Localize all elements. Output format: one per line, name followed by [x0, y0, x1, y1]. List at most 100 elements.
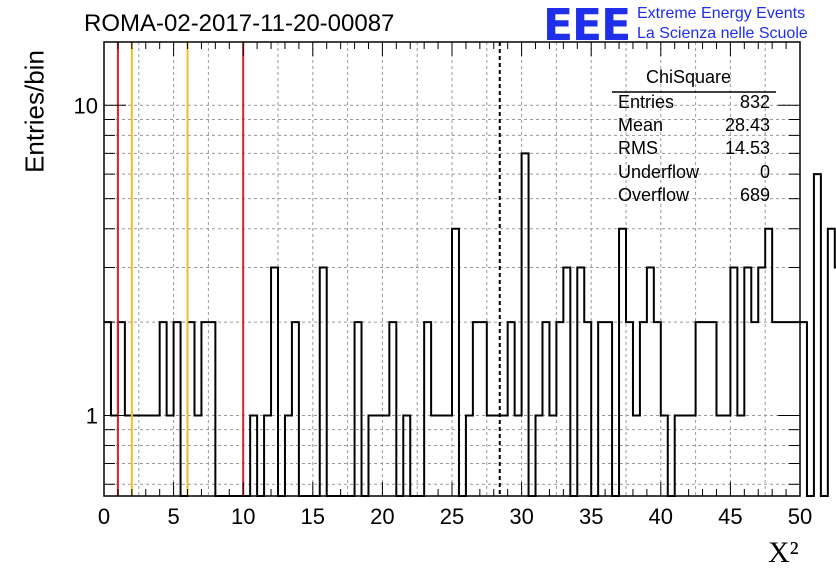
histogram-bin	[508, 322, 515, 496]
stats-value: 689	[739, 185, 770, 205]
histogram-bin	[466, 415, 473, 496]
histogram-bin	[682, 415, 689, 496]
histogram-bin	[473, 322, 480, 496]
histogram-bin	[710, 322, 717, 496]
histogram-bin	[744, 267, 751, 496]
histogram-bin	[431, 415, 438, 496]
histogram-bin	[828, 229, 835, 496]
x-tick-label: 10	[231, 504, 255, 529]
histogram-bin	[577, 267, 584, 496]
histogram-bin	[661, 415, 668, 496]
histogram-bin	[118, 322, 125, 496]
histogram-bin	[139, 415, 146, 496]
stats-label: Entries	[618, 92, 675, 112]
x-tick-label: 50	[788, 504, 812, 529]
histogram-bin	[445, 415, 452, 496]
histogram-bin	[153, 415, 160, 496]
histogram-bin	[368, 415, 375, 496]
histogram-bin	[146, 415, 153, 496]
x-tick-label: 15	[301, 504, 325, 529]
histogram-bin	[563, 267, 570, 496]
histogram-bin	[723, 415, 730, 496]
histogram-bin	[201, 322, 208, 496]
histogram-bin	[403, 415, 410, 496]
histogram-bin	[730, 267, 737, 496]
logo-line-1: Extreme Energy Events	[637, 5, 806, 22]
histogram-bin	[696, 322, 703, 496]
histogram-bin	[125, 415, 132, 496]
histogram-bin	[633, 415, 640, 496]
histogram-bin	[194, 415, 201, 496]
histogram-bin	[647, 267, 654, 496]
stats-value: 832	[739, 92, 770, 112]
x-tick-label: 40	[649, 504, 673, 529]
histogram-bin	[264, 415, 271, 496]
histogram-bin	[250, 415, 257, 496]
stats-value: 14.53	[724, 138, 770, 158]
histogram-bin	[320, 267, 327, 496]
histogram-bin	[285, 415, 292, 496]
histogram-bin	[424, 322, 431, 496]
x-tick-label: 20	[370, 504, 394, 529]
histogram-bin	[382, 415, 389, 496]
histogram-bin	[598, 322, 605, 496]
chart-title: ROMA-02-2017-11-20-00087	[84, 10, 395, 37]
stats-title: ChiSquare	[646, 67, 732, 87]
stats-label: Underflow	[618, 162, 700, 182]
histogram-bin	[452, 229, 459, 496]
histogram-bin	[501, 415, 508, 496]
histogram-bin	[174, 322, 181, 496]
histogram-bin	[779, 322, 786, 496]
histogram-bin	[132, 415, 139, 496]
histogram-bin	[355, 322, 362, 496]
histogram-bin	[480, 322, 487, 496]
stats-label: Mean	[618, 115, 664, 135]
x-tick-label: 5	[167, 504, 179, 529]
histogram-bin	[271, 267, 278, 496]
histogram-bin	[522, 153, 529, 496]
histogram-bin	[584, 322, 591, 496]
x-tick-label: 25	[440, 504, 464, 529]
histogram-bin	[515, 415, 522, 496]
histogram-bin	[487, 415, 494, 496]
y-tick-label: 10	[74, 93, 98, 118]
histogram-bin	[716, 415, 723, 496]
x-tick-label: 30	[509, 504, 533, 529]
histogram-bin	[765, 229, 772, 496]
x-tick-label: 0	[98, 504, 110, 529]
histogram-bin	[689, 415, 696, 496]
y-tick-label: 1	[86, 403, 98, 428]
histogram-bin	[800, 322, 807, 496]
histogram-bin	[542, 322, 549, 496]
histogram-bin	[536, 415, 543, 496]
histogram-bin	[626, 322, 633, 496]
x-tick-label: 45	[718, 504, 742, 529]
x-tick-label: 35	[579, 504, 603, 529]
histogram-bin	[793, 322, 800, 496]
histogram-bin	[751, 322, 758, 496]
histogram-bin	[375, 415, 382, 496]
histogram-bin	[619, 229, 626, 496]
stats-label: RMS	[618, 138, 658, 158]
histogram-outline	[104, 152, 836, 497]
histogram-bin	[167, 415, 174, 496]
histogram-bin	[188, 322, 195, 496]
histogram-bin	[675, 415, 682, 496]
histogram-bin	[772, 322, 779, 496]
histogram-bin	[160, 322, 167, 496]
stats-value: 28.43	[724, 115, 770, 135]
histogram-bin	[549, 415, 556, 496]
stats-value: 0	[759, 162, 770, 182]
histogram-bin	[389, 322, 396, 496]
histogram-bin	[556, 322, 563, 496]
histogram-bin	[292, 322, 299, 496]
histogram-bin	[737, 415, 744, 496]
histogram-bin	[605, 322, 612, 496]
histogram-bin	[104, 322, 111, 496]
histogram-bin	[438, 415, 445, 496]
histogram-bin	[208, 322, 215, 496]
histogram-bin	[786, 322, 793, 496]
histogram-bin	[703, 322, 710, 496]
histogram-bin	[654, 322, 661, 496]
histogram-bin	[640, 322, 647, 496]
